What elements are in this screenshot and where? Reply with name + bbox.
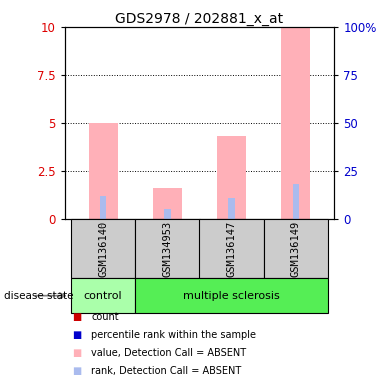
Bar: [71, 219, 135, 278]
Text: multiple sclerosis: multiple sclerosis: [183, 291, 280, 301]
Bar: [282, 27, 310, 219]
Bar: [135, 219, 200, 278]
Text: control: control: [84, 291, 122, 301]
Text: count: count: [91, 312, 119, 322]
Bar: [264, 219, 328, 278]
Text: rank, Detection Call = ABSENT: rank, Detection Call = ABSENT: [91, 366, 241, 376]
Text: value, Detection Call = ABSENT: value, Detection Call = ABSENT: [91, 348, 246, 358]
Text: GSM136149: GSM136149: [291, 220, 301, 277]
Title: GDS2978 / 202881_x_at: GDS2978 / 202881_x_at: [116, 12, 283, 26]
Bar: [164, 209, 171, 219]
Text: ■: ■: [72, 366, 81, 376]
Bar: [200, 219, 264, 278]
Bar: [217, 136, 246, 219]
Text: ■: ■: [72, 312, 81, 322]
Text: percentile rank within the sample: percentile rank within the sample: [91, 330, 256, 340]
Text: GSM136140: GSM136140: [98, 220, 108, 277]
Text: ■: ■: [72, 348, 81, 358]
Bar: [100, 196, 106, 219]
Text: disease state: disease state: [4, 291, 73, 301]
Bar: [135, 278, 328, 313]
Bar: [71, 278, 135, 313]
Text: GSM134953: GSM134953: [162, 220, 173, 277]
Bar: [153, 188, 182, 219]
Text: ■: ■: [72, 330, 81, 340]
Bar: [293, 184, 299, 219]
Bar: [228, 198, 235, 219]
Text: GSM136147: GSM136147: [226, 220, 237, 277]
Bar: [89, 123, 117, 219]
